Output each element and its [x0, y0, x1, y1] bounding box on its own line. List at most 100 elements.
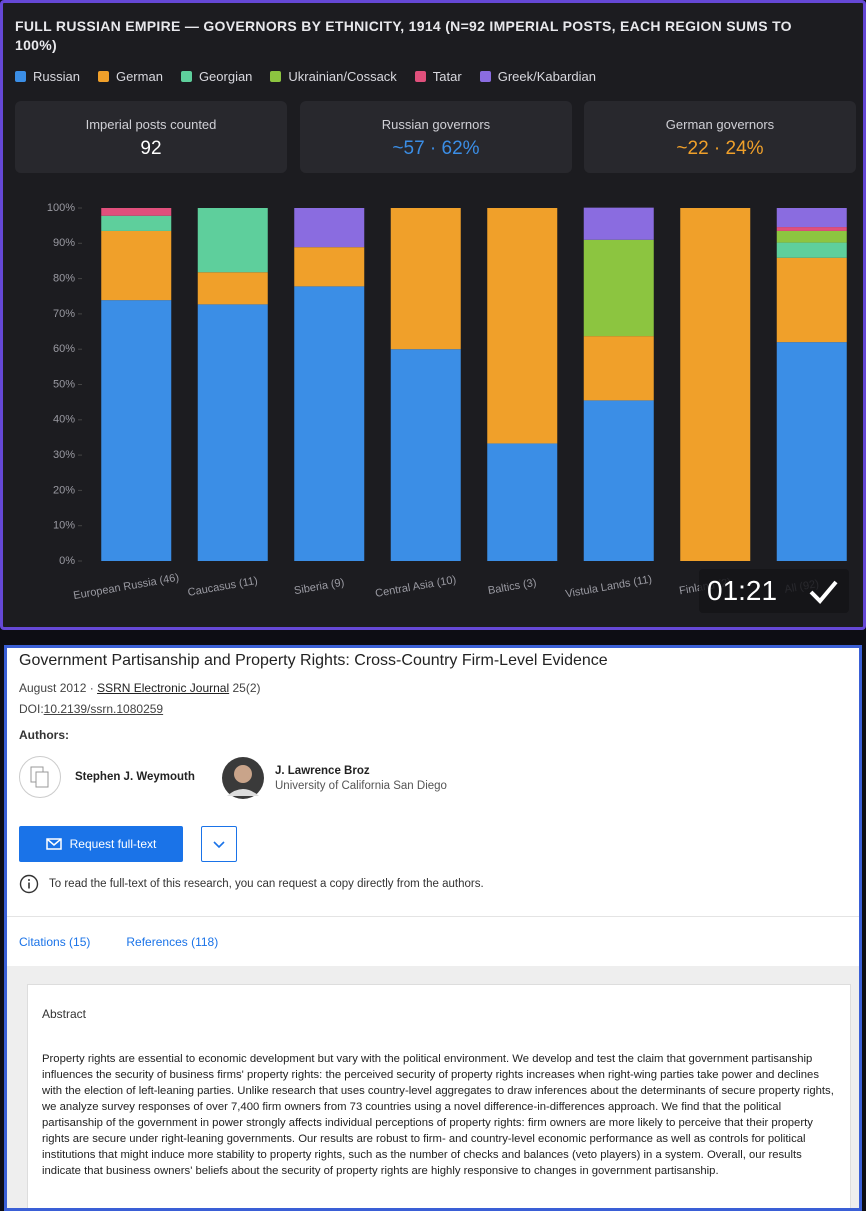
- stat-card: Russian governors ~57 · 62%: [300, 101, 572, 173]
- bar-segment: [776, 208, 847, 228]
- tab[interactable]: Citations (15): [19, 935, 91, 949]
- bar-segment: [294, 286, 365, 561]
- stat-value: ~57 · 62%: [392, 138, 480, 159]
- bar-segment: [583, 239, 654, 337]
- y-tick-label: 40%: [53, 414, 75, 426]
- legend-item: Tatar: [414, 69, 462, 84]
- bar-segment: [583, 336, 654, 401]
- legend-swatch: [479, 71, 491, 82]
- bar-segment: [583, 207, 654, 240]
- bar-segment: [101, 215, 172, 231]
- bar-segment: [680, 208, 751, 561]
- legend-swatch: [270, 71, 282, 82]
- stat-label: German governors: [665, 117, 775, 132]
- bar-segment: [390, 208, 461, 350]
- legend-item: Georgian: [180, 69, 253, 84]
- legend-swatch: [97, 71, 109, 82]
- legend-label: Greek/Kabardian: [497, 69, 596, 84]
- x-tick-label: Central Asia (10): [374, 574, 457, 600]
- legend-item: Ukrainian/Cossack: [270, 69, 397, 84]
- author-name: Stephen J. Weymouth: [75, 771, 195, 783]
- volume: 25(2): [232, 681, 261, 695]
- legend-item: German: [97, 69, 163, 84]
- y-tick-label: 90%: [53, 237, 75, 249]
- button-label: Request full-text: [69, 837, 157, 851]
- legend-swatch: [414, 71, 426, 82]
- legend-item: Greek/Kabardian: [479, 69, 596, 84]
- doi-label: DOI:: [19, 702, 44, 716]
- y-tick-label: 70%: [53, 308, 75, 320]
- info-icon: [19, 874, 39, 894]
- legend-label: Tatar: [432, 69, 462, 84]
- bar-segment: [390, 349, 461, 561]
- author[interactable]: Stephen J. Weymouth: [19, 756, 195, 798]
- stat-card: Imperial posts counted 92: [15, 101, 287, 173]
- timer: 01:21: [707, 575, 778, 606]
- legend: Russian German Georgian Ukrainian/Cossack Ta…: [15, 69, 596, 84]
- bar-segment: [776, 257, 847, 343]
- dropdown-button[interactable]: [201, 826, 237, 862]
- bar-segment: [776, 227, 847, 231]
- tab[interactable]: References (118): [126, 935, 219, 949]
- chart-panel: FULL RUSSIAN EMPIRE — GOVERNORS BY ETHNI…: [0, 0, 866, 630]
- request-note: To read the full-text of this research, …: [19, 874, 484, 894]
- doi-line: DOI:10.2139/ssrn.1080259: [19, 702, 163, 716]
- mail-icon: [45, 838, 62, 850]
- y-tick-label: 20%: [53, 484, 75, 496]
- bar-segment: [101, 300, 172, 561]
- bar-segment: [197, 208, 268, 273]
- bar-segment: [197, 304, 268, 561]
- y-tick-label: 30%: [53, 449, 75, 461]
- bar-segment: [776, 230, 847, 243]
- y-tick-label: 50%: [53, 378, 75, 390]
- author-name: J. Lawrence Broz: [275, 764, 370, 777]
- abstract-text: Property rights are essential to economi…: [42, 1053, 834, 1177]
- stat-value: 92: [140, 138, 162, 159]
- y-tick-label: 60%: [53, 343, 75, 355]
- legend-label: Georgian: [198, 69, 253, 84]
- x-tick-label: European Russia (46): [72, 572, 179, 602]
- stat-card: German governors ~22 · 24%: [584, 101, 856, 173]
- bar-segment: [101, 230, 172, 301]
- x-tick-label: Siberia (9): [293, 577, 345, 598]
- legend-label: German: [115, 69, 163, 84]
- chart-title: FULL RUSSIAN EMPIRE — GOVERNORS BY ETHNI…: [15, 18, 792, 53]
- author[interactable]: J. Lawrence Broz University of Californi…: [221, 756, 447, 800]
- chart: 0% 10% 20% 30% 40% 50% 60% 70% 80% 90% 100% Europea…: [47, 202, 847, 602]
- legend-label: Russian: [33, 69, 80, 84]
- avatar-placeholder: [19, 756, 61, 798]
- journal-link[interactable]: SSRN Electronic Journal: [97, 681, 230, 695]
- author-affiliation: University of California San Diego: [275, 779, 447, 792]
- x-tick-label: Vistula Lands (11): [565, 573, 653, 600]
- stat-label: Russian governors: [381, 117, 491, 132]
- authors-heading: Authors:: [19, 728, 69, 742]
- stat-label: Imperial posts counted: [85, 117, 217, 132]
- stat-value: ~22 · 24%: [676, 138, 764, 159]
- request-button[interactable]: Request full-text: [19, 826, 183, 862]
- legend-item: Russian: [15, 69, 80, 84]
- legend-swatch: [15, 71, 26, 82]
- bar-segment: [583, 400, 654, 561]
- bar-segment: [294, 208, 365, 248]
- doi-link[interactable]: 10.2139/ssrn.1080259: [43, 702, 164, 716]
- note-text: To read the full-text of this research, …: [49, 878, 484, 890]
- y-tick-label: 10%: [53, 520, 75, 532]
- bar-segment: [776, 242, 847, 258]
- bar-segment: [487, 208, 558, 444]
- bar-segment: [487, 443, 558, 561]
- date: August 2012: [19, 681, 87, 695]
- separator: ·: [89, 681, 94, 695]
- y-tick-label: 0%: [59, 555, 75, 567]
- y-tick-label: 80%: [53, 273, 75, 285]
- bar-segment: [776, 342, 847, 561]
- legend-label: Ukrainian/Cossack: [288, 69, 397, 84]
- bar-segment: [197, 272, 268, 305]
- chevron: [213, 841, 225, 849]
- placeholder-icon: [30, 766, 49, 788]
- publication-line: August 2012 · SSRN Electronic Journal 25…: [19, 681, 261, 695]
- avatar: [222, 757, 264, 799]
- paper-title: Government Partisanship and Property Rig…: [19, 652, 608, 669]
- bar-segment: [101, 208, 172, 216]
- x-tick-label: Baltics (3): [487, 577, 537, 597]
